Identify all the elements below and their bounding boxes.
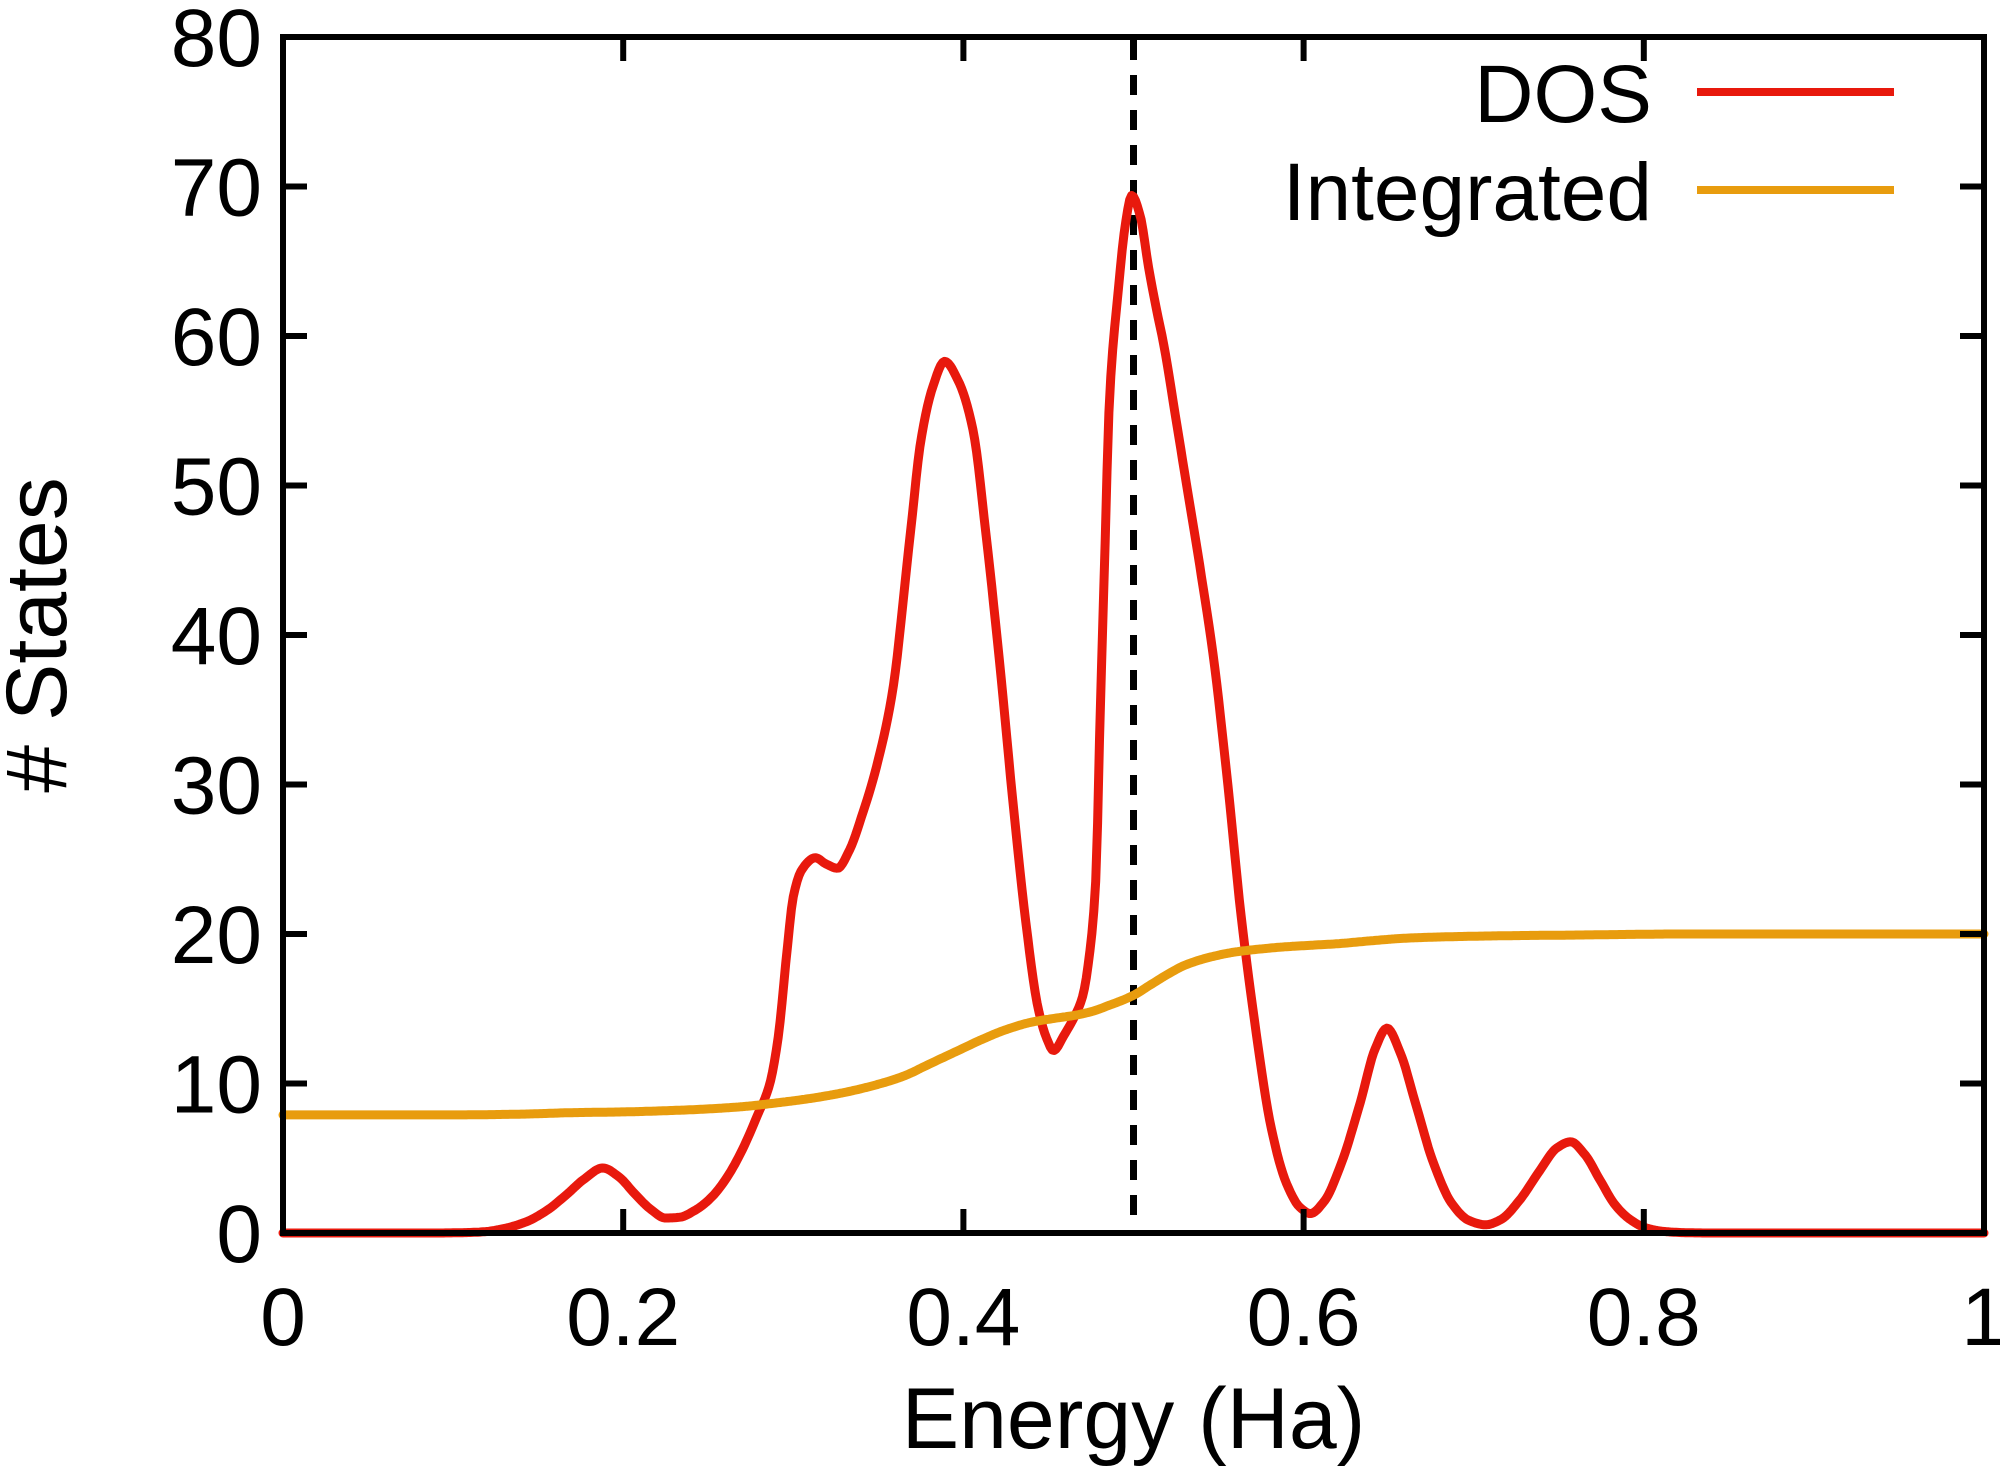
x-axis-tick-label: 0.2 bbox=[566, 1272, 680, 1363]
series-curve-integrated bbox=[278, 929, 1989, 1120]
y-axis-tick-label: 50 bbox=[171, 442, 262, 533]
x-axis-tick-label: 1 bbox=[1961, 1272, 2000, 1363]
y-axis-tick-label: 80 bbox=[171, 0, 262, 84]
x-axis-tick-label: 0 bbox=[260, 1272, 306, 1363]
x-axis-title: Energy (Ha) bbox=[902, 1371, 1366, 1467]
y-axis-tick-label: 10 bbox=[171, 1040, 262, 1131]
legend-label-integrated: Integrated bbox=[1283, 147, 1652, 238]
x-axis-tick-label: 0.6 bbox=[1247, 1272, 1361, 1363]
legend-label-dos: DOS bbox=[1474, 49, 1652, 140]
y-axis-title: # States bbox=[0, 477, 85, 793]
x-axis-tick-label: 0.4 bbox=[906, 1272, 1020, 1363]
x-axis-tick-label: 0.8 bbox=[1587, 1272, 1701, 1363]
y-axis-tick-label: 40 bbox=[171, 591, 262, 682]
y-axis-tick-label: 0 bbox=[216, 1189, 262, 1280]
y-axis-tick-label: 30 bbox=[171, 741, 262, 832]
y-axis-tick-label: 70 bbox=[171, 143, 262, 234]
y-axis-tick-label: 20 bbox=[171, 890, 262, 981]
y-axis-tick-label: 60 bbox=[171, 292, 262, 383]
